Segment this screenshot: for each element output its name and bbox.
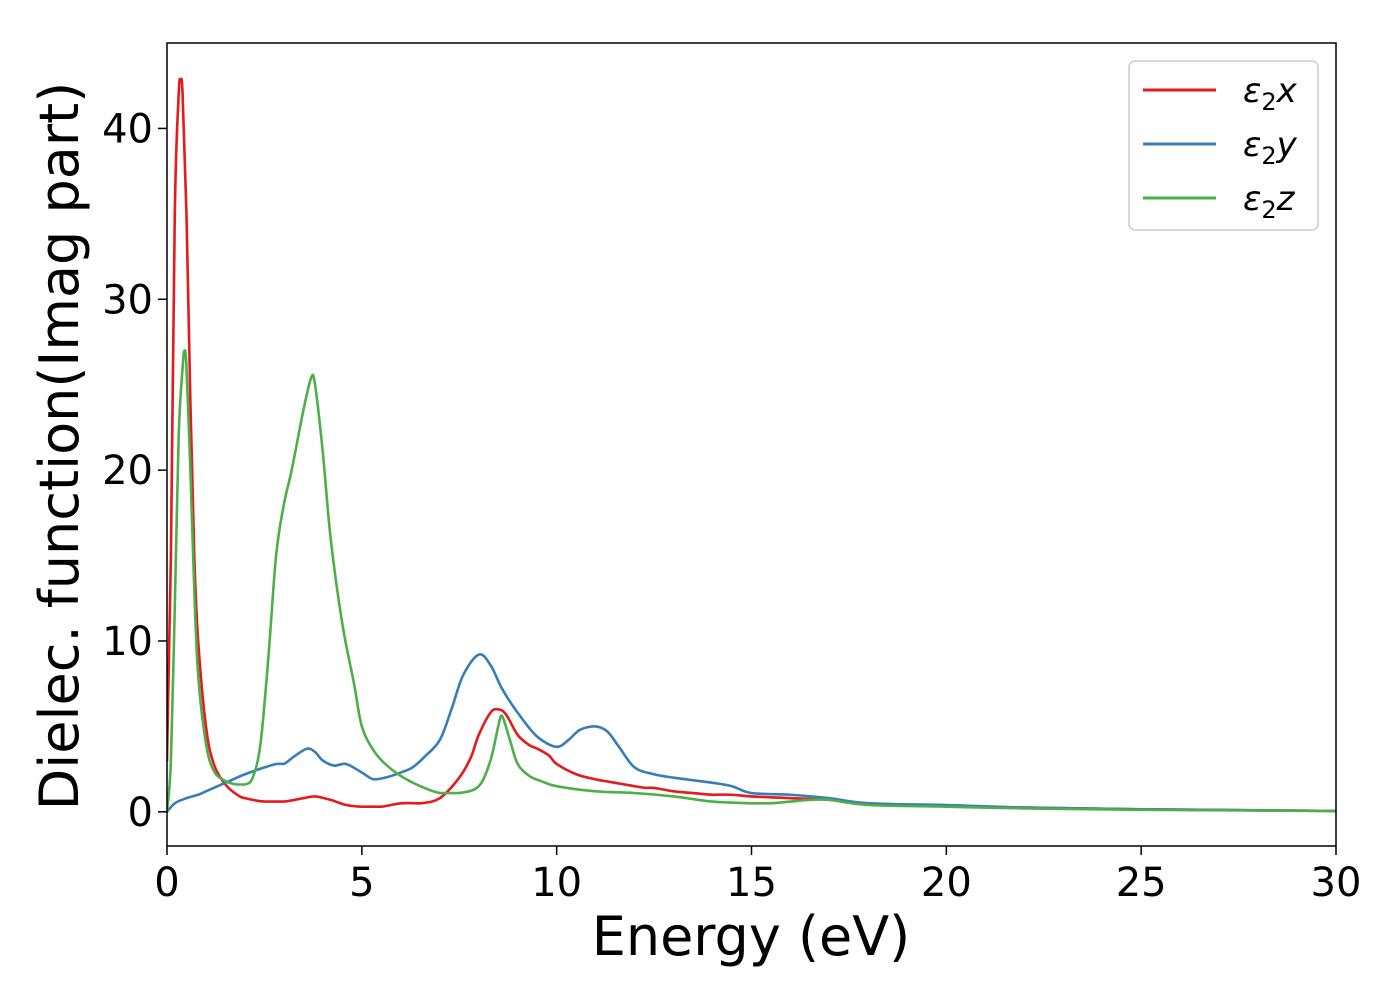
x-tick-label: 0: [154, 860, 179, 906]
y-tick-label: 30: [102, 277, 153, 323]
x-tick-label: 20: [921, 860, 972, 906]
x-axis-ticks: 0 5 10 15 20 25 30: [154, 846, 1361, 906]
y-tick-label: 10: [102, 619, 153, 665]
x-tick-label: 30: [1311, 860, 1362, 906]
y-axis-label: Dielec. function(Imag part): [28, 82, 91, 811]
x-tick-label: 15: [726, 860, 777, 906]
series-line-1: [167, 77, 1336, 813]
series-line-2: [167, 653, 1336, 814]
y-axis-ticks: 0 10 20 30 40: [102, 106, 167, 836]
legend-label-2: ε2y: [1243, 125, 1298, 170]
y-tick-label: 0: [128, 790, 153, 836]
y-tick-label: 40: [102, 106, 153, 152]
y-tick-label: 20: [102, 448, 153, 494]
x-axis-label: Energy (eV): [592, 905, 911, 968]
legend-label-3: ε2z: [1243, 179, 1296, 224]
x-tick-label: 5: [349, 860, 374, 906]
x-tick-label: 10: [531, 860, 582, 906]
legend: ε2x ε2y ε2z: [1128, 60, 1319, 231]
legend-box: [1128, 60, 1319, 231]
series-layer: [167, 77, 1336, 814]
legend-label-1: ε2x: [1243, 71, 1298, 116]
x-tick-label: 25: [1116, 860, 1167, 906]
series-line-3: [167, 349, 1336, 814]
